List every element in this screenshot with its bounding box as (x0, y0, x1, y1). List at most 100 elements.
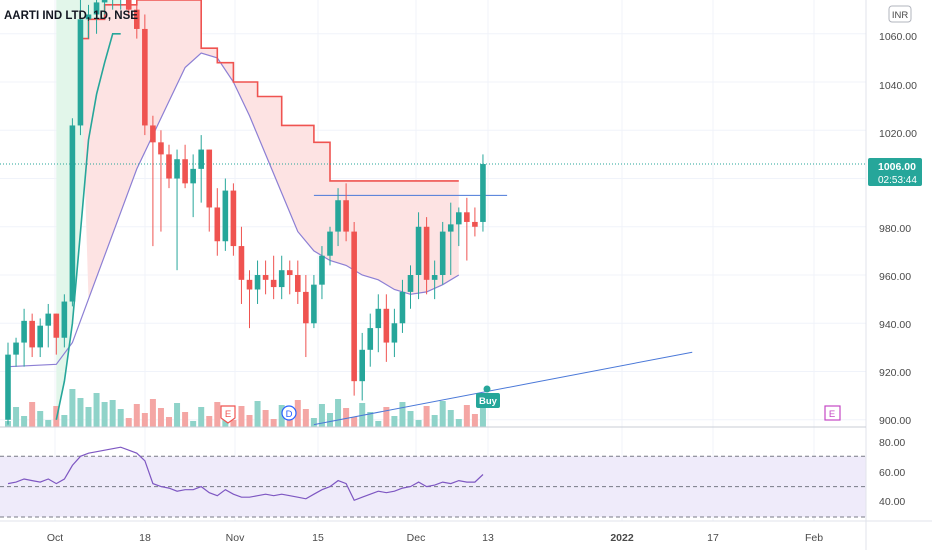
candle[interactable] (383, 294, 390, 362)
candle[interactable] (415, 212, 422, 300)
volume-bar (45, 420, 52, 427)
candle[interactable] (37, 318, 43, 358)
candle[interactable] (246, 270, 253, 329)
candle[interactable] (254, 260, 261, 304)
candle[interactable] (125, 0, 132, 15)
candle[interactable] (480, 154, 486, 232)
candle[interactable] (391, 308, 398, 358)
candle[interactable] (85, 4, 92, 39)
volume-bar (479, 400, 486, 427)
candle-body (311, 284, 317, 324)
candle[interactable] (166, 144, 172, 189)
candle[interactable] (311, 275, 317, 329)
candle-body (351, 231, 357, 382)
candle[interactable] (399, 279, 406, 333)
candle-body (359, 349, 365, 382)
volume-bar (463, 405, 470, 427)
candle-body (53, 313, 60, 338)
candle[interactable] (214, 188, 221, 256)
candle[interactable] (407, 265, 414, 309)
candle[interactable] (142, 14, 148, 136)
price-tick: 1040.00 (879, 80, 917, 92)
volume-bar (375, 421, 382, 427)
candle[interactable] (69, 118, 76, 307)
volume-bar (302, 409, 309, 427)
candle[interactable] (375, 294, 382, 353)
candle[interactable] (423, 217, 430, 295)
candle[interactable] (158, 130, 164, 232)
candle[interactable] (45, 303, 52, 348)
candle[interactable] (174, 149, 180, 271)
price-tick: 960.00 (879, 271, 911, 283)
candle[interactable] (359, 332, 365, 401)
candle[interactable] (206, 149, 213, 232)
volume-bar (367, 412, 374, 427)
last-price: 1006.00 (878, 161, 916, 173)
candle[interactable] (238, 226, 245, 304)
time-label: Nov (226, 532, 245, 544)
currency-button[interactable]: INR (888, 5, 912, 23)
candle[interactable] (472, 207, 478, 237)
volume-bar (61, 415, 68, 427)
candle[interactable] (5, 342, 11, 425)
future-earnings-label: E (829, 409, 835, 420)
future-earnings-marker[interactable]: E (824, 405, 841, 421)
trendline[interactable] (313, 351, 693, 426)
candle-body (214, 207, 221, 242)
candle[interactable] (456, 207, 462, 247)
candle[interactable] (303, 275, 309, 358)
candle[interactable] (118, 0, 124, 10)
candle[interactable] (447, 202, 454, 276)
candle[interactable] (150, 115, 156, 247)
candle[interactable] (13, 337, 19, 367)
candle[interactable] (327, 226, 333, 266)
candle[interactable] (21, 308, 27, 367)
candle-body (295, 275, 301, 292)
buy-signal[interactable]: Buy (476, 385, 500, 409)
volume-bar (447, 410, 454, 427)
candle[interactable] (53, 313, 60, 355)
candle[interactable] (262, 260, 269, 295)
candle[interactable] (335, 188, 341, 247)
candle[interactable] (93, 0, 100, 34)
candle[interactable] (431, 260, 438, 300)
volume-bar (21, 416, 28, 427)
candle[interactable] (182, 144, 188, 189)
time-label: 18 (139, 532, 151, 544)
candle[interactable] (101, 0, 108, 15)
candle[interactable] (278, 255, 285, 300)
candle[interactable] (222, 178, 229, 251)
candle-body (375, 308, 382, 329)
dividend-marker[interactable]: D (281, 405, 297, 421)
candle[interactable] (190, 154, 196, 218)
candle-body (270, 279, 277, 288)
candle[interactable] (134, 0, 140, 39)
candle[interactable] (343, 183, 349, 242)
candle-body (166, 154, 172, 179)
candle-body (415, 226, 422, 276)
candle[interactable] (439, 221, 446, 285)
volume-bar (310, 418, 317, 427)
candle[interactable] (230, 183, 237, 256)
candle[interactable] (295, 260, 301, 304)
candle-body (327, 231, 333, 256)
time-label: 17 (707, 532, 719, 544)
candle-body (182, 159, 188, 184)
candle[interactable] (319, 246, 325, 300)
candle[interactable] (29, 313, 35, 358)
candle[interactable] (110, 0, 116, 10)
candle[interactable] (61, 294, 68, 348)
candle[interactable] (286, 260, 293, 295)
price-tick: 900.00 (879, 415, 911, 427)
candle[interactable] (198, 135, 204, 203)
candle[interactable] (77, 0, 84, 136)
earnings-marker[interactable]: E (220, 405, 236, 424)
candle[interactable] (367, 313, 374, 367)
candle[interactable] (464, 197, 470, 261)
candle[interactable] (270, 255, 277, 300)
candle-body (343, 200, 349, 232)
candle[interactable] (351, 221, 357, 396)
bar-countdown: 02:53:44 (878, 175, 917, 186)
